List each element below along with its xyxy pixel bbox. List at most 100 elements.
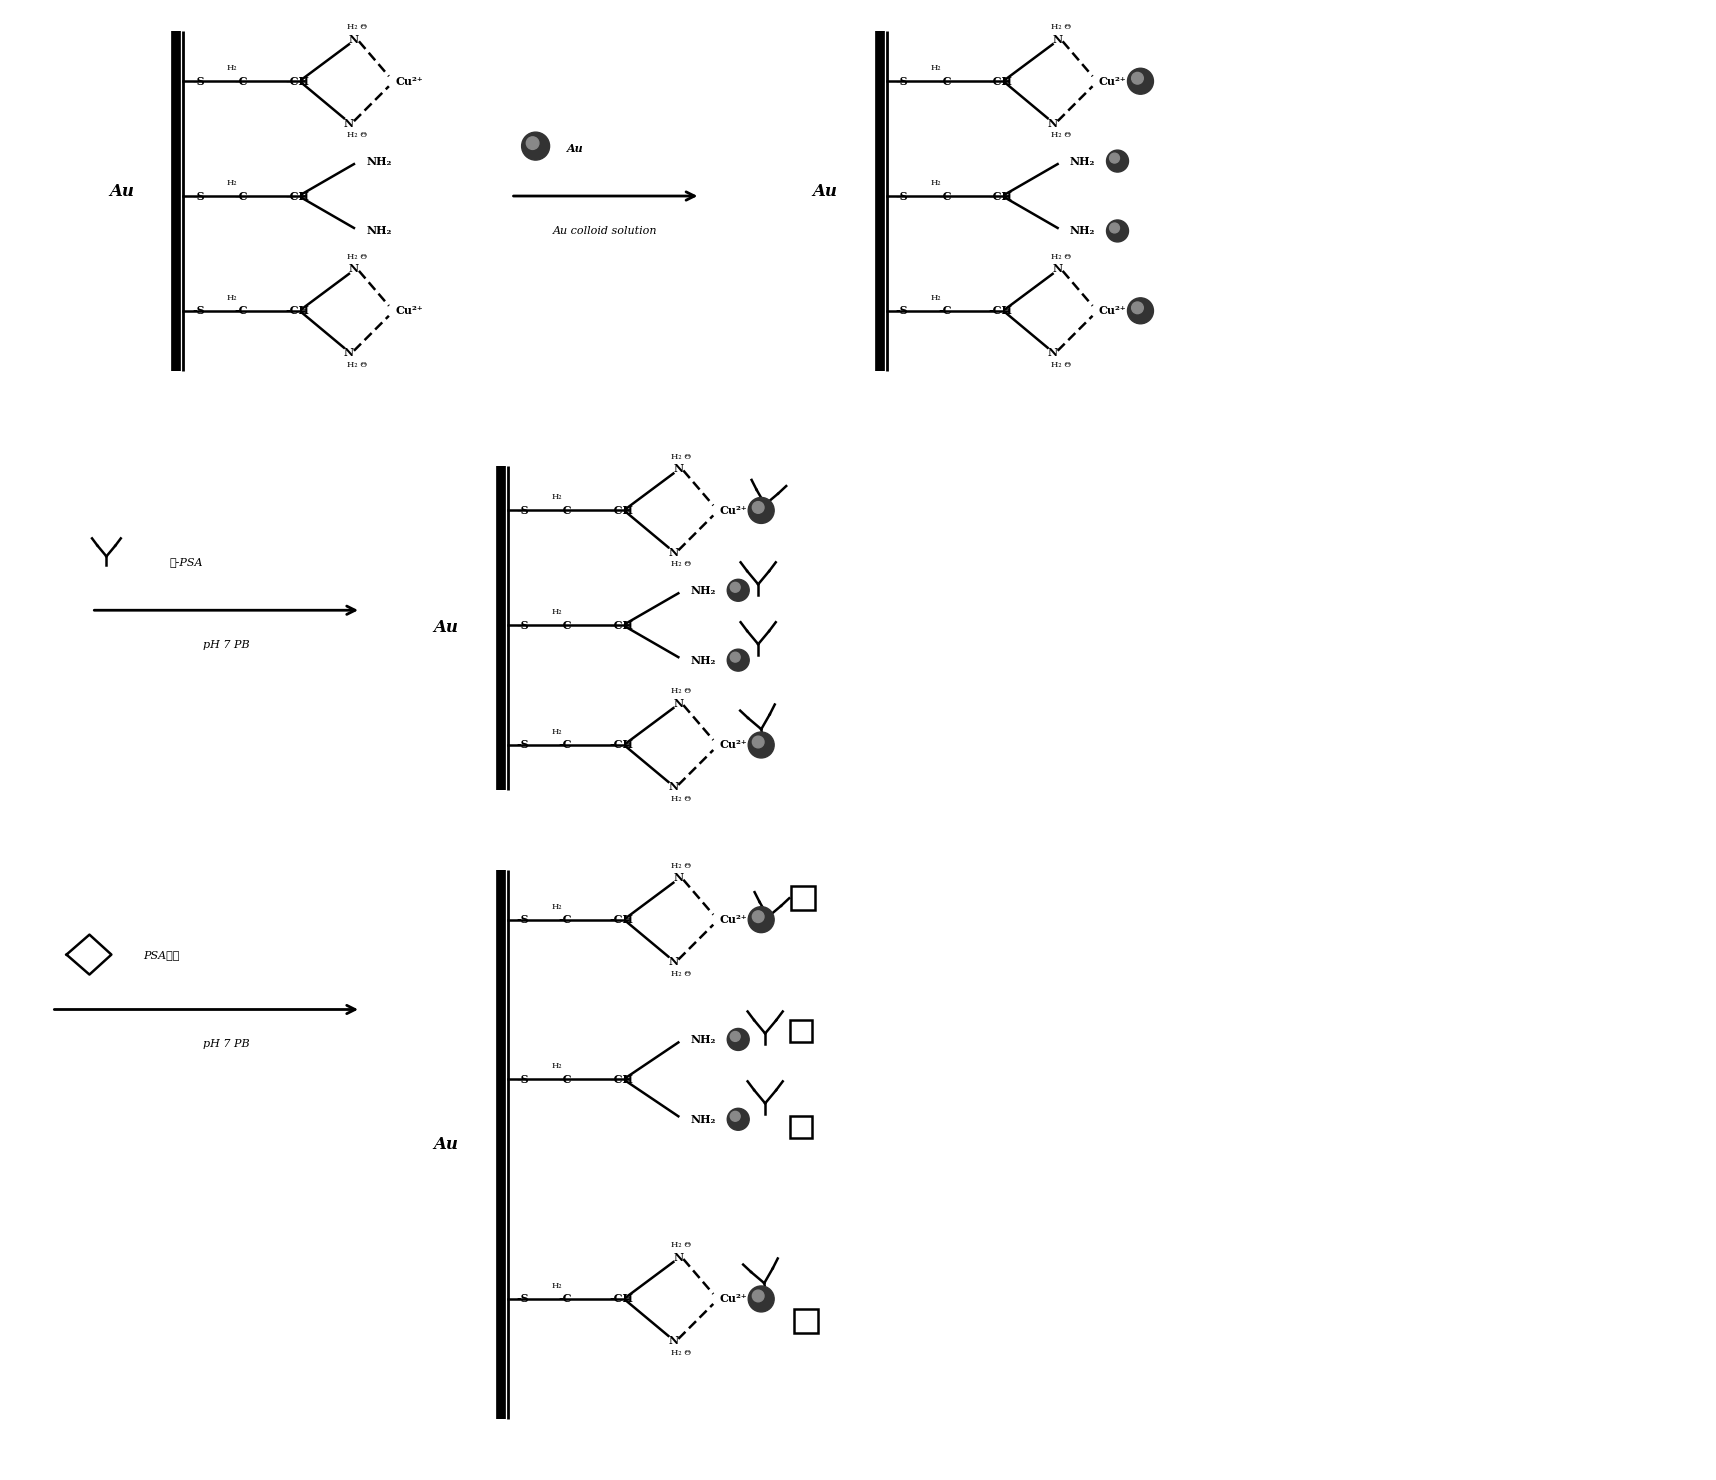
- Text: H₂ Θ: H₂ Θ: [671, 861, 692, 870]
- Text: -C: -C: [235, 75, 247, 87]
- Text: H₂ Θ: H₂ Θ: [347, 361, 367, 369]
- Text: H₂ Θ: H₂ Θ: [347, 132, 367, 139]
- Text: H₂ Θ: H₂ Θ: [1050, 361, 1071, 369]
- Text: -CH: -CH: [609, 505, 633, 517]
- Text: -S: -S: [517, 740, 529, 750]
- Text: -S: -S: [517, 620, 529, 630]
- Text: -CH: -CH: [285, 191, 309, 201]
- Text: -CH: -CH: [609, 915, 633, 925]
- Text: -C: -C: [559, 1294, 573, 1304]
- Text: -C: -C: [559, 740, 573, 750]
- Text: N: N: [673, 872, 683, 884]
- Circle shape: [731, 1032, 740, 1042]
- Text: N: N: [668, 781, 678, 792]
- Text: H₂: H₂: [227, 295, 237, 302]
- Text: H₂: H₂: [551, 1282, 561, 1291]
- Text: -CH: -CH: [988, 305, 1012, 317]
- Circle shape: [1127, 297, 1153, 324]
- Text: Cu²⁺: Cu²⁺: [1098, 75, 1126, 87]
- Circle shape: [748, 907, 774, 932]
- Text: Au: Au: [568, 142, 583, 154]
- Circle shape: [1107, 149, 1129, 172]
- Text: H₂ Θ: H₂ Θ: [671, 1348, 692, 1357]
- Text: NH₂: NH₂: [690, 654, 716, 666]
- Circle shape: [728, 650, 750, 670]
- Circle shape: [752, 736, 764, 747]
- Text: Au colloid solution: Au colloid solution: [553, 226, 657, 235]
- Circle shape: [748, 497, 774, 524]
- Text: H₂: H₂: [227, 64, 237, 73]
- Circle shape: [1127, 68, 1153, 95]
- Text: pH 7 PB: pH 7 PB: [202, 1039, 249, 1049]
- Text: H₂ Θ: H₂ Θ: [671, 969, 692, 978]
- Text: H₂: H₂: [551, 493, 561, 502]
- Circle shape: [731, 582, 740, 592]
- Text: -C: -C: [559, 620, 573, 630]
- Text: H₂ Θ: H₂ Θ: [1050, 253, 1071, 260]
- Circle shape: [748, 1286, 774, 1311]
- Text: N: N: [1052, 34, 1062, 44]
- Text: -CH: -CH: [609, 620, 633, 630]
- Text: -S: -S: [896, 75, 908, 87]
- Text: -CH: -CH: [988, 75, 1012, 87]
- Text: NH₂: NH₂: [690, 1114, 716, 1125]
- Bar: [795, 1308, 819, 1333]
- Text: H₂: H₂: [551, 608, 561, 616]
- Text: H₂ Θ: H₂ Θ: [671, 561, 692, 568]
- Text: -C: -C: [939, 305, 952, 317]
- Text: 抗-PSA: 抗-PSA: [170, 558, 202, 567]
- Text: Cu²⁺: Cu²⁺: [719, 740, 746, 750]
- Circle shape: [1110, 223, 1119, 232]
- Text: Au: Au: [432, 1135, 458, 1153]
- Text: Cu²⁺: Cu²⁺: [395, 75, 422, 87]
- Text: N: N: [673, 463, 683, 474]
- Text: H₂ Θ: H₂ Θ: [671, 687, 692, 696]
- Circle shape: [748, 733, 774, 758]
- Text: N: N: [673, 697, 683, 709]
- Circle shape: [1131, 302, 1143, 314]
- Text: N: N: [668, 1335, 678, 1347]
- Text: Cu²⁺: Cu²⁺: [719, 505, 746, 517]
- Text: -CH: -CH: [609, 1074, 633, 1085]
- Text: Cu²⁺: Cu²⁺: [395, 305, 422, 317]
- Text: H₂: H₂: [551, 1063, 561, 1070]
- Text: -S: -S: [517, 1074, 529, 1085]
- Circle shape: [752, 1291, 764, 1302]
- Circle shape: [1131, 73, 1143, 84]
- Text: -C: -C: [235, 191, 247, 201]
- Circle shape: [527, 136, 539, 149]
- Text: N: N: [668, 956, 678, 966]
- Text: -CH: -CH: [609, 1294, 633, 1304]
- Circle shape: [1107, 221, 1129, 241]
- Text: H₂ Θ: H₂ Θ: [671, 795, 692, 802]
- Text: -S: -S: [192, 305, 204, 317]
- Text: H₂ Θ: H₂ Θ: [671, 1242, 692, 1249]
- Text: N: N: [1052, 263, 1062, 274]
- Text: Cu²⁺: Cu²⁺: [1098, 305, 1126, 317]
- Text: N: N: [348, 263, 359, 274]
- Text: H₂: H₂: [930, 295, 940, 302]
- Text: -CH: -CH: [285, 305, 309, 317]
- Text: H₂ Θ: H₂ Θ: [671, 453, 692, 460]
- Text: NH₂: NH₂: [366, 155, 391, 167]
- Text: H₂: H₂: [930, 179, 940, 186]
- Text: H₂: H₂: [227, 179, 237, 186]
- Text: -C: -C: [559, 505, 573, 517]
- Text: N: N: [343, 117, 353, 129]
- Text: NH₂: NH₂: [690, 585, 716, 596]
- Text: N: N: [673, 1252, 683, 1262]
- Text: NH₂: NH₂: [1069, 225, 1095, 237]
- Circle shape: [1110, 152, 1119, 163]
- Text: -CH: -CH: [988, 191, 1012, 201]
- Text: -S: -S: [896, 191, 908, 201]
- Text: NH₂: NH₂: [690, 1035, 716, 1045]
- Text: PSA抗原: PSA抗原: [142, 950, 180, 959]
- Text: -S: -S: [192, 191, 204, 201]
- Text: -S: -S: [517, 1294, 529, 1304]
- Text: H₂ Θ: H₂ Θ: [1050, 132, 1071, 139]
- Text: H₂: H₂: [551, 903, 561, 910]
- Text: N: N: [1047, 117, 1057, 129]
- Text: -S: -S: [896, 305, 908, 317]
- Text: H₂ Θ: H₂ Θ: [347, 24, 367, 31]
- Text: Au: Au: [108, 182, 134, 200]
